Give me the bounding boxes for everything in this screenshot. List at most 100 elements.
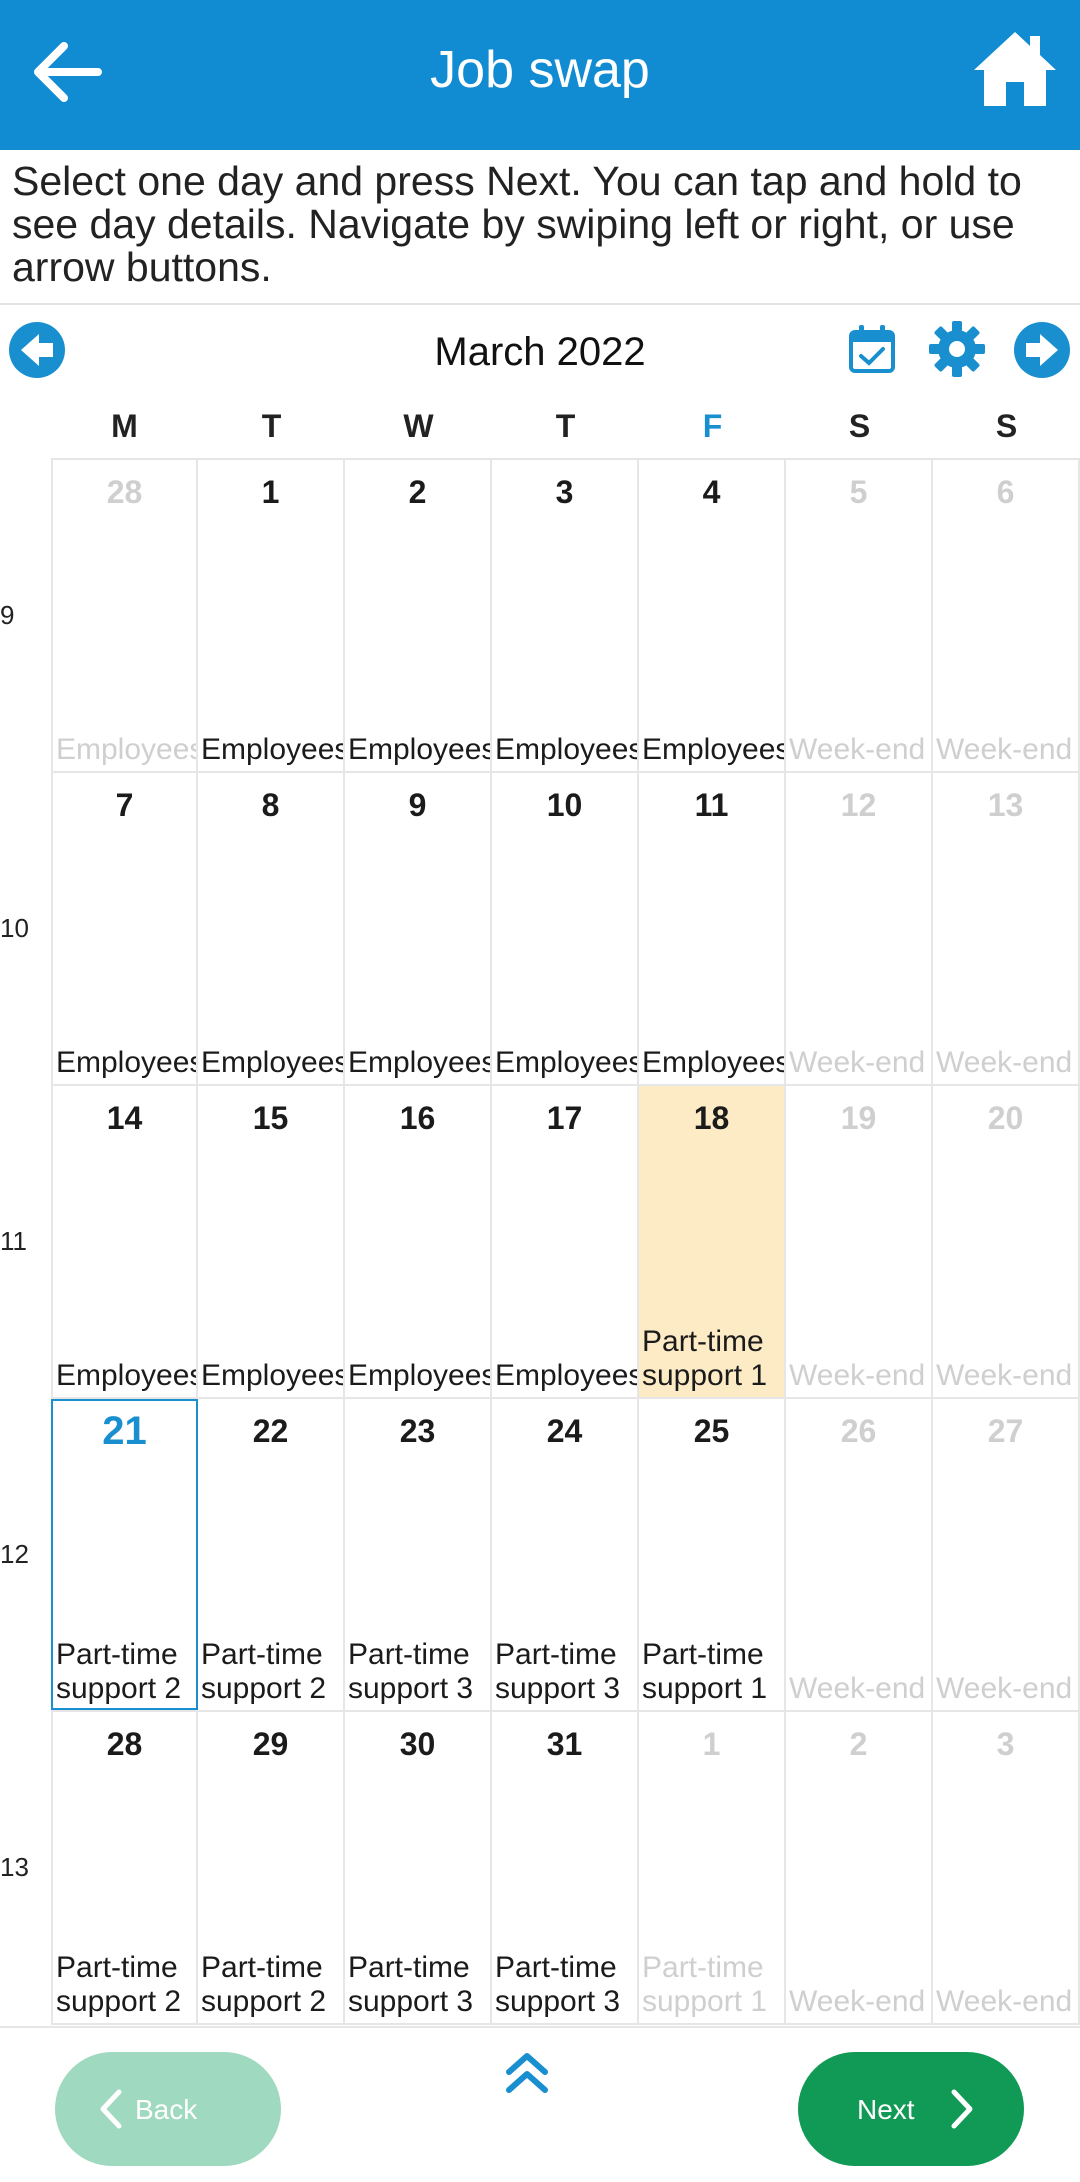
calendar-check-icon[interactable] xyxy=(848,324,896,374)
day-cell[interactable]: 16 Employees xyxy=(345,1086,492,1397)
calendar-week-row: 28 Employees 1 Employees 2 Employees 3 Employee… xyxy=(51,460,1080,773)
weekday-label: M xyxy=(111,408,138,444)
day-cell[interactable]: 8 Employees xyxy=(198,773,345,1084)
page-title: Job swap xyxy=(430,41,650,99)
day-shift-label: Employees xyxy=(642,1046,786,1079)
day-cell[interactable]: 27 Week-end xyxy=(933,1399,1080,1710)
day-shift-label: Part-time support 2 xyxy=(56,1638,182,1705)
day-number: 3 xyxy=(996,1726,1015,1762)
divider xyxy=(0,303,1080,305)
day-shift-label: Part-time support 3 xyxy=(348,1638,474,1705)
day-number: 17 xyxy=(546,1100,583,1136)
day-number: 5 xyxy=(849,474,868,510)
week-number: 12 xyxy=(0,1539,29,1569)
day-number: 13 xyxy=(987,787,1024,823)
day-shift-label: Employees xyxy=(201,1359,345,1392)
back-button[interactable]: Back xyxy=(55,2052,281,2166)
day-shift-label: Week-end xyxy=(789,1046,926,1079)
weekday-label: S xyxy=(848,408,871,444)
day-number: 27 xyxy=(987,1413,1024,1449)
day-shift-label: Employees xyxy=(348,733,492,766)
day-shift-label: Employees xyxy=(348,1359,492,1392)
home-icon[interactable] xyxy=(970,28,1060,110)
day-cell[interactable]: 7 Employees xyxy=(51,773,198,1084)
day-cell[interactable]: 31 Part-time support 3 xyxy=(492,1712,639,2023)
day-cell[interactable]: 26 Week-end xyxy=(786,1399,933,1710)
day-cell[interactable]: 14 Employees xyxy=(51,1086,198,1397)
weekday-label: T xyxy=(555,408,576,444)
week-number: 11 xyxy=(0,1226,27,1256)
day-number: 2 xyxy=(849,1726,868,1762)
week-number: 9 xyxy=(0,600,15,630)
gear-icon[interactable] xyxy=(928,320,986,378)
day-cell[interactable]: 3 Week-end xyxy=(933,1712,1080,2023)
calendar-navigation: March 2022 xyxy=(0,310,1080,400)
day-cell[interactable]: 22 Part-time support 2 xyxy=(198,1399,345,1710)
day-cell[interactable]: 2 Employees xyxy=(345,460,492,771)
arrow-left-icon[interactable] xyxy=(28,32,108,112)
day-shift-label: Week-end xyxy=(789,1985,926,2018)
day-cell[interactable]: 17 Employees xyxy=(492,1086,639,1397)
calendar-week-row: 28 Part-time support 2 29 Part-time support… xyxy=(51,1712,1080,2025)
day-cell[interactable]: 12 Week-end xyxy=(786,773,933,1084)
weekday-label: W xyxy=(403,408,434,444)
day-number: 2 xyxy=(408,474,427,510)
day-cell[interactable]: 13 Week-end xyxy=(933,773,1080,1084)
day-cell[interactable]: 6 Week-end xyxy=(933,460,1080,771)
next-month-icon[interactable] xyxy=(1014,322,1070,378)
day-number: 7 xyxy=(115,787,134,823)
day-cell[interactable]: 9 Employees xyxy=(345,773,492,1084)
day-number: 26 xyxy=(840,1413,877,1449)
day-cell[interactable]: 19 Week-end xyxy=(786,1086,933,1397)
day-shift-label: Part-time support 2 xyxy=(201,1638,327,1705)
day-cell[interactable]: 1 Part-time support 1 xyxy=(639,1712,786,2023)
day-cell[interactable]: 28 Employees xyxy=(51,460,198,771)
day-shift-label: Employees xyxy=(495,733,639,766)
previous-month-icon[interactable] xyxy=(9,322,65,378)
day-cell[interactable]: 5 Week-end xyxy=(786,460,933,771)
day-number: 3 xyxy=(555,474,574,510)
day-shift-label: Week-end xyxy=(936,1046,1073,1079)
day-shift-label: Week-end xyxy=(936,1672,1073,1705)
day-cell[interactable]: 3 Employees xyxy=(492,460,639,771)
day-cell[interactable]: 11 Employees xyxy=(639,773,786,1084)
chevron-double-up-icon[interactable] xyxy=(503,2050,551,2094)
day-number: 4 xyxy=(702,474,721,510)
day-cell[interactable]: 21 Part-time support 2 xyxy=(51,1399,198,1710)
day-number: 11 xyxy=(694,787,729,823)
day-cell[interactable]: 1 Employees xyxy=(198,460,345,771)
day-number: 10 xyxy=(546,787,583,823)
day-number: 23 xyxy=(399,1413,436,1449)
day-shift-label: Part-time support 1 xyxy=(642,1951,768,2018)
day-cell[interactable]: 28 Part-time support 2 xyxy=(51,1712,198,2023)
day-cell[interactable]: 20 Week-end xyxy=(933,1086,1080,1397)
day-cell[interactable]: 2 Week-end xyxy=(786,1712,933,2023)
day-number: 24 xyxy=(546,1413,583,1449)
app-bar: Job swap xyxy=(0,0,1080,150)
day-shift-label: Week-end xyxy=(789,1672,926,1705)
day-cell[interactable]: 24 Part-time support 3 xyxy=(492,1399,639,1710)
next-button[interactable]: Next xyxy=(798,2052,1024,2166)
weekday-label: F xyxy=(702,408,723,444)
day-shift-label: Week-end xyxy=(789,1359,926,1392)
day-number: 9 xyxy=(408,787,427,823)
day-shift-label: Employees xyxy=(201,1046,345,1079)
day-number: 22 xyxy=(252,1413,289,1449)
day-cell[interactable]: 23 Part-time support 3 xyxy=(345,1399,492,1710)
day-cell[interactable]: 18 Part-time support 1 xyxy=(639,1086,786,1397)
day-shift-label: Part-time support 2 xyxy=(56,1951,182,2018)
day-cell[interactable]: 4 Employees xyxy=(639,460,786,771)
day-cell[interactable]: 29 Part-time support 2 xyxy=(198,1712,345,2023)
day-shift-label: Employees xyxy=(201,733,345,766)
day-shift-label: Employees xyxy=(495,1359,639,1392)
day-shift-label: Part-time support 3 xyxy=(495,1951,621,2018)
day-shift-label: Part-time support 3 xyxy=(348,1951,474,2018)
day-cell[interactable]: 30 Part-time support 3 xyxy=(345,1712,492,2023)
day-cell[interactable]: 25 Part-time support 1 xyxy=(639,1399,786,1710)
day-number: 8 xyxy=(261,787,280,823)
day-shift-label: Employees xyxy=(56,1046,198,1079)
day-cell[interactable]: 10 Employees xyxy=(492,773,639,1084)
day-cell[interactable]: 15 Employees xyxy=(198,1086,345,1397)
week-number: 10 xyxy=(0,913,29,943)
day-shift-label: Week-end xyxy=(936,1359,1073,1392)
